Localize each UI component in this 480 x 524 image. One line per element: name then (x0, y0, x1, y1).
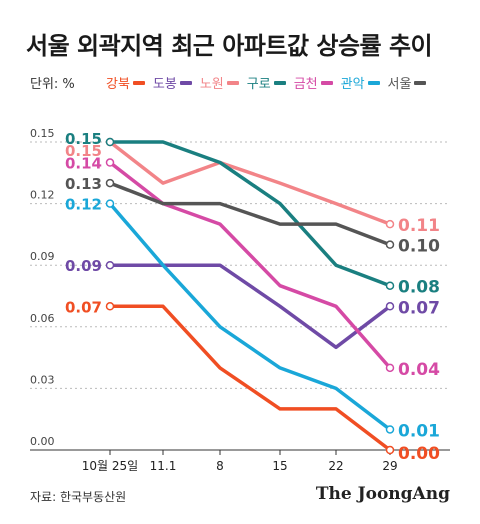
end-value-label: 0.00 (398, 444, 440, 464)
end-point-구로 (385, 281, 395, 290)
unit-label: 단위: % (30, 77, 75, 92)
end-value-label: 0.11 (398, 216, 440, 236)
legend-item: 노원 (200, 73, 239, 92)
end-point-노원 (385, 219, 395, 229)
y-tick-label: 0.09 (30, 250, 55, 263)
end-value-label: 0.10 (398, 237, 440, 257)
end-value-label: 0.07 (398, 298, 440, 318)
start-value-label: 0.15 (65, 130, 102, 148)
y-tick-label: 0.03 (30, 373, 55, 386)
x-tick-label: 8 (216, 459, 224, 473)
start-value-label: 0.09 (65, 257, 102, 275)
end-point-강북 (385, 445, 395, 455)
x-tick-label: 11.1 (150, 459, 177, 473)
legend-item: 금천 (294, 73, 333, 92)
legend-label: 관악 (340, 77, 365, 92)
legend-item: 도봉 (153, 73, 192, 92)
legend-swatch (226, 80, 239, 85)
start-point-강북 (105, 302, 115, 311)
series-line-관악 (108, 201, 392, 432)
series-line-구로 (108, 140, 392, 288)
x-tick-label: 22 (328, 459, 343, 473)
end-value-label: 0.04 (398, 360, 440, 380)
legend-label: 강북 (106, 77, 130, 92)
legend-item: 서울 (388, 73, 427, 92)
legend-swatch (320, 80, 333, 85)
series-line-서울 (108, 181, 392, 247)
series-line-도봉 (108, 263, 392, 350)
start-value-label: 0.15 (65, 142, 102, 160)
end-point-도봉 (385, 302, 395, 311)
start-point-구로 (105, 137, 115, 147)
start-point-도봉 (105, 260, 115, 270)
start-point-관악 (105, 199, 115, 208)
x-tick-label: 15 (272, 459, 287, 473)
legend-label: 도봉 (152, 77, 177, 92)
legend-item: 강북 (106, 73, 145, 92)
start-point-서울 (105, 178, 115, 188)
x-tick-label: 29 (382, 459, 397, 473)
legend-item: 구로 (247, 73, 286, 92)
legend-label: 구로 (246, 77, 271, 92)
chart-title: 서울 외곽지역 최근 아파트값 상승률 추이 (26, 32, 433, 60)
y-tick-label: 0.06 (30, 312, 55, 325)
legend-swatch (367, 80, 380, 85)
start-value-label: 0.13 (65, 175, 102, 193)
legend: 강북 도봉 노원 구로 금천 관악 서울 (106, 73, 427, 92)
start-value-label: 0.12 (65, 196, 102, 214)
end-point-금천 (385, 363, 395, 373)
legend-label: 금천 (293, 77, 318, 92)
legend-label: 노원 (199, 77, 224, 92)
legend-item: 관악 (341, 73, 380, 92)
series-line-노원 (108, 140, 392, 226)
start-point-금천 (105, 158, 115, 167)
legend-swatch (132, 80, 145, 85)
end-point-서울 (385, 240, 395, 249)
legend-swatch (273, 80, 286, 85)
y-tick-label: 0.12 (30, 189, 55, 202)
start-value-label: 0.07 (65, 298, 102, 316)
series-line-금천 (108, 160, 392, 370)
legend-swatch (179, 80, 192, 85)
series-line-강북 (108, 304, 392, 452)
legend-swatch (414, 80, 427, 85)
start-value-label: 0.14 (65, 155, 102, 173)
y-tick-label: 0.15 (30, 127, 55, 140)
publisher-logo: The JoongAng (315, 484, 450, 504)
end-value-label: 0.08 (398, 278, 440, 298)
legend-label: 서울 (387, 77, 412, 92)
source-note: 자료: 한국부동산원 (30, 490, 127, 504)
end-value-label: 0.01 (398, 421, 440, 441)
end-point-관악 (385, 425, 395, 434)
x-tick-label: 10월 25일 (82, 459, 138, 473)
y-tick-label: 0.00 (30, 435, 55, 448)
